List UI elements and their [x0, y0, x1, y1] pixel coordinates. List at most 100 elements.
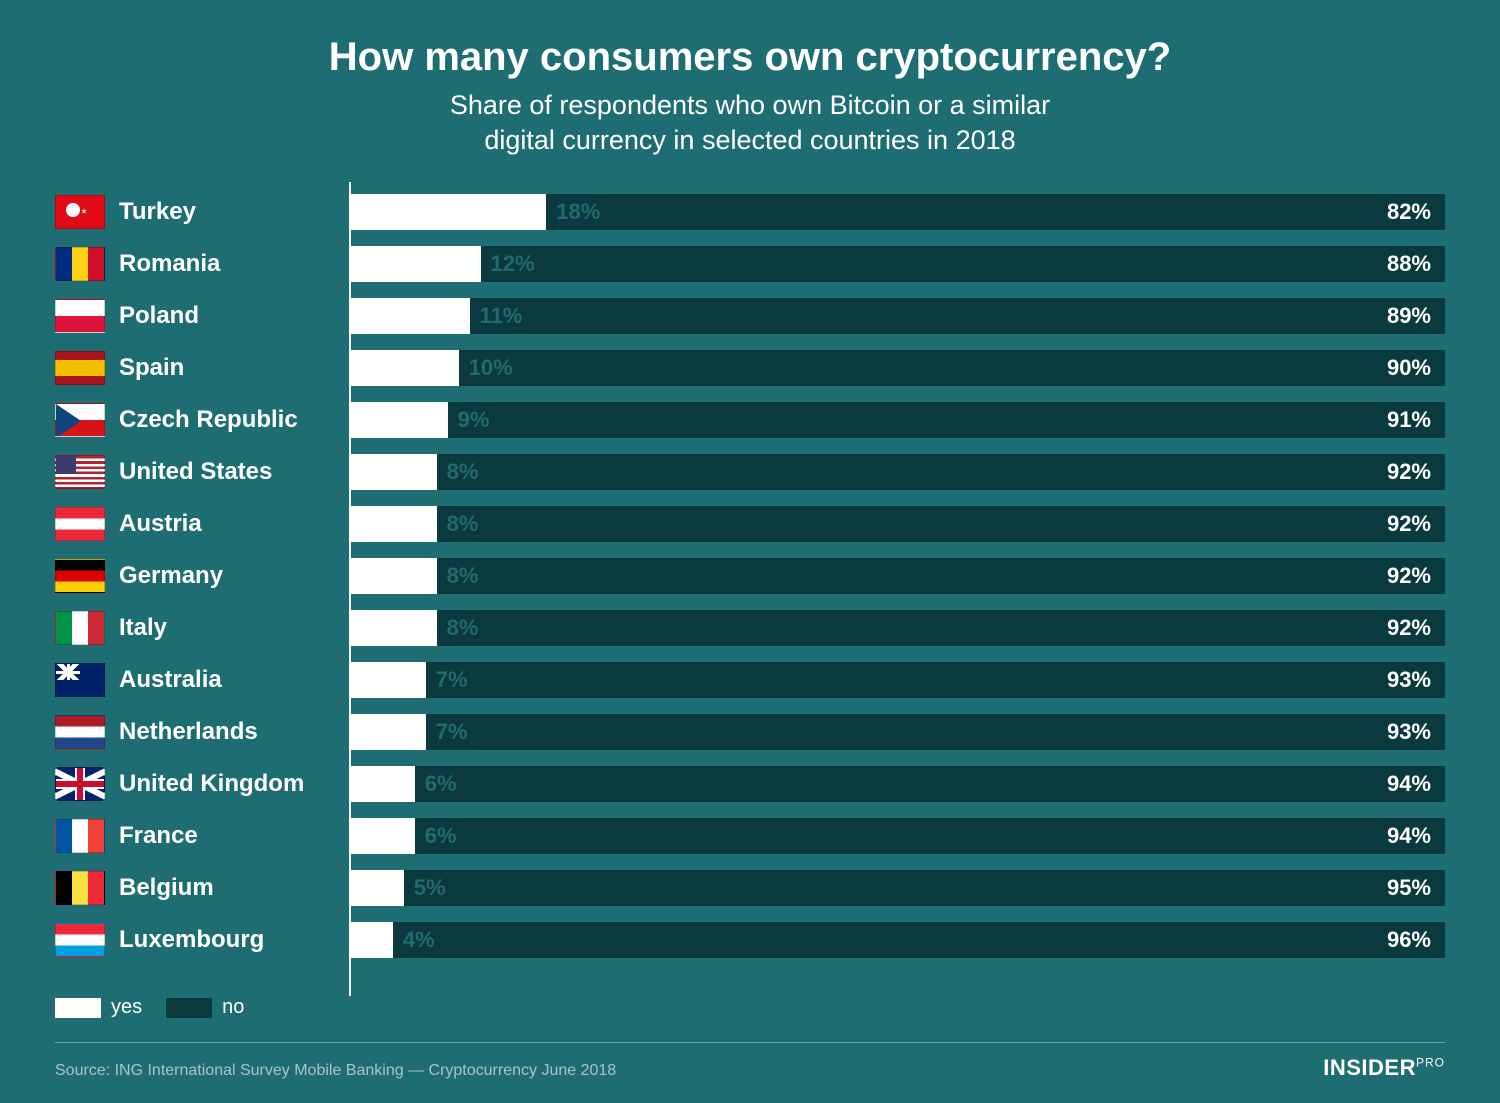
bar-track: 4% 96% — [349, 922, 1445, 958]
bar-yes — [349, 402, 448, 438]
table-row: Austria 8% 92% — [55, 500, 1445, 548]
no-value: 90% — [1387, 355, 1431, 381]
table-row: Belgium 5% 95% — [55, 864, 1445, 912]
bar-chart-rows: Turkey18%82%Romania12%88%Poland11%89%Spa… — [55, 188, 1445, 964]
table-row: Poland11%89% — [55, 292, 1445, 340]
table-row: Netherlands7%93% — [55, 708, 1445, 756]
legend-item-no: no — [166, 996, 244, 1019]
bar-yes — [349, 610, 437, 646]
bar-yes — [349, 506, 437, 542]
bar-yes — [349, 870, 404, 906]
flag-icon — [55, 819, 105, 853]
flag-icon — [55, 403, 105, 437]
legend-item-yes: yes — [55, 996, 142, 1019]
flag-icon — [55, 559, 105, 593]
bar-track: 8%92% — [349, 610, 1445, 646]
bar-yes — [349, 298, 470, 334]
no-value: 93% — [1387, 667, 1431, 693]
no-value: 94% — [1387, 771, 1431, 797]
bar-track: 10% 90% — [349, 350, 1445, 386]
bar-track: 6% 94% — [349, 766, 1445, 802]
chart-title: How many consumers own cryptocurrency? — [55, 35, 1445, 80]
no-value: 94% — [1387, 823, 1431, 849]
source-text: Source: ING International Survey Mobile … — [55, 1062, 616, 1080]
table-row: Czech Republic 9% 91% — [55, 396, 1445, 444]
no-value: 82% — [1387, 199, 1431, 225]
brand-suffix: PRO — [1416, 1056, 1445, 1070]
yes-value: 10% — [469, 355, 513, 381]
country-label: Belgium — [119, 874, 349, 902]
legend-swatch-yes — [55, 998, 101, 1018]
no-value: 92% — [1387, 511, 1431, 537]
bar-track: 8%92% — [349, 454, 1445, 490]
brand-name: INSIDER — [1323, 1055, 1416, 1080]
table-row: Australia 7% 93% — [55, 656, 1445, 704]
yes-value: 4% — [403, 927, 435, 953]
footer: Source: ING International Survey Mobile … — [55, 1042, 1445, 1081]
flag-icon — [55, 715, 105, 749]
brand-logo: INSIDERPRO — [1323, 1055, 1445, 1081]
country-label: Germany — [119, 562, 349, 590]
bar-track: 5% 95% — [349, 870, 1445, 906]
table-row: Italy8%92% — [55, 604, 1445, 652]
bar-yes — [349, 818, 415, 854]
country-label: France — [119, 822, 349, 850]
country-label: Romania — [119, 250, 349, 278]
country-label: Italy — [119, 614, 349, 642]
table-row: United Kingdom 6% 94% — [55, 760, 1445, 808]
bar-yes — [349, 922, 393, 958]
yes-value: 6% — [425, 823, 457, 849]
no-value: 95% — [1387, 875, 1431, 901]
bar-yes — [349, 454, 437, 490]
flag-icon — [55, 767, 105, 801]
flag-icon — [55, 611, 105, 645]
flag-icon — [55, 871, 105, 905]
country-label: Netherlands — [119, 718, 349, 746]
bar-track: 7% 93% — [349, 662, 1445, 698]
chart-subtitle: Share of respondents who own Bitcoin or … — [55, 88, 1445, 158]
yes-value: 8% — [447, 563, 479, 589]
flag-icon — [55, 195, 105, 229]
country-label: United States — [119, 458, 349, 486]
yes-value: 8% — [447, 459, 479, 485]
table-row: Spain10%90% — [55, 344, 1445, 392]
country-label: Poland — [119, 302, 349, 330]
country-label: Austria — [119, 510, 349, 538]
yes-value: 5% — [414, 875, 446, 901]
bar-yes — [349, 714, 426, 750]
legend-swatch-no — [166, 998, 212, 1018]
yes-value: 7% — [436, 719, 468, 745]
table-row: United States8%92% — [55, 448, 1445, 496]
country-label: United Kingdom — [119, 770, 349, 798]
no-value: 96% — [1387, 927, 1431, 953]
country-label: Australia — [119, 666, 349, 694]
country-label: Luxembourg — [119, 926, 349, 954]
table-row: Romania12%88% — [55, 240, 1445, 288]
yes-value: 8% — [447, 511, 479, 537]
bar-yes — [349, 246, 481, 282]
country-label: Czech Republic — [119, 406, 349, 434]
no-value: 88% — [1387, 251, 1431, 277]
table-row: Luxembourg 4% 96% — [55, 916, 1445, 964]
flag-icon — [55, 507, 105, 541]
bar-yes — [349, 194, 546, 230]
no-value: 91% — [1387, 407, 1431, 433]
flag-icon — [55, 247, 105, 281]
legend-label-yes: yes — [111, 996, 142, 1019]
yes-value: 7% — [436, 667, 468, 693]
no-value: 89% — [1387, 303, 1431, 329]
table-row: France 6% 94% — [55, 812, 1445, 860]
no-value: 92% — [1387, 563, 1431, 589]
bar-track: 11%89% — [349, 298, 1445, 334]
bar-yes — [349, 766, 415, 802]
country-label: Turkey — [119, 198, 349, 226]
flag-icon — [55, 351, 105, 385]
bar-yes — [349, 558, 437, 594]
yes-value: 6% — [425, 771, 457, 797]
flag-icon — [55, 299, 105, 333]
bar-track: 8% 92% — [349, 558, 1445, 594]
table-row: Germany 8% 92% — [55, 552, 1445, 600]
bar-yes — [349, 662, 426, 698]
yes-value: 9% — [458, 407, 490, 433]
bar-track: 9% 91% — [349, 402, 1445, 438]
